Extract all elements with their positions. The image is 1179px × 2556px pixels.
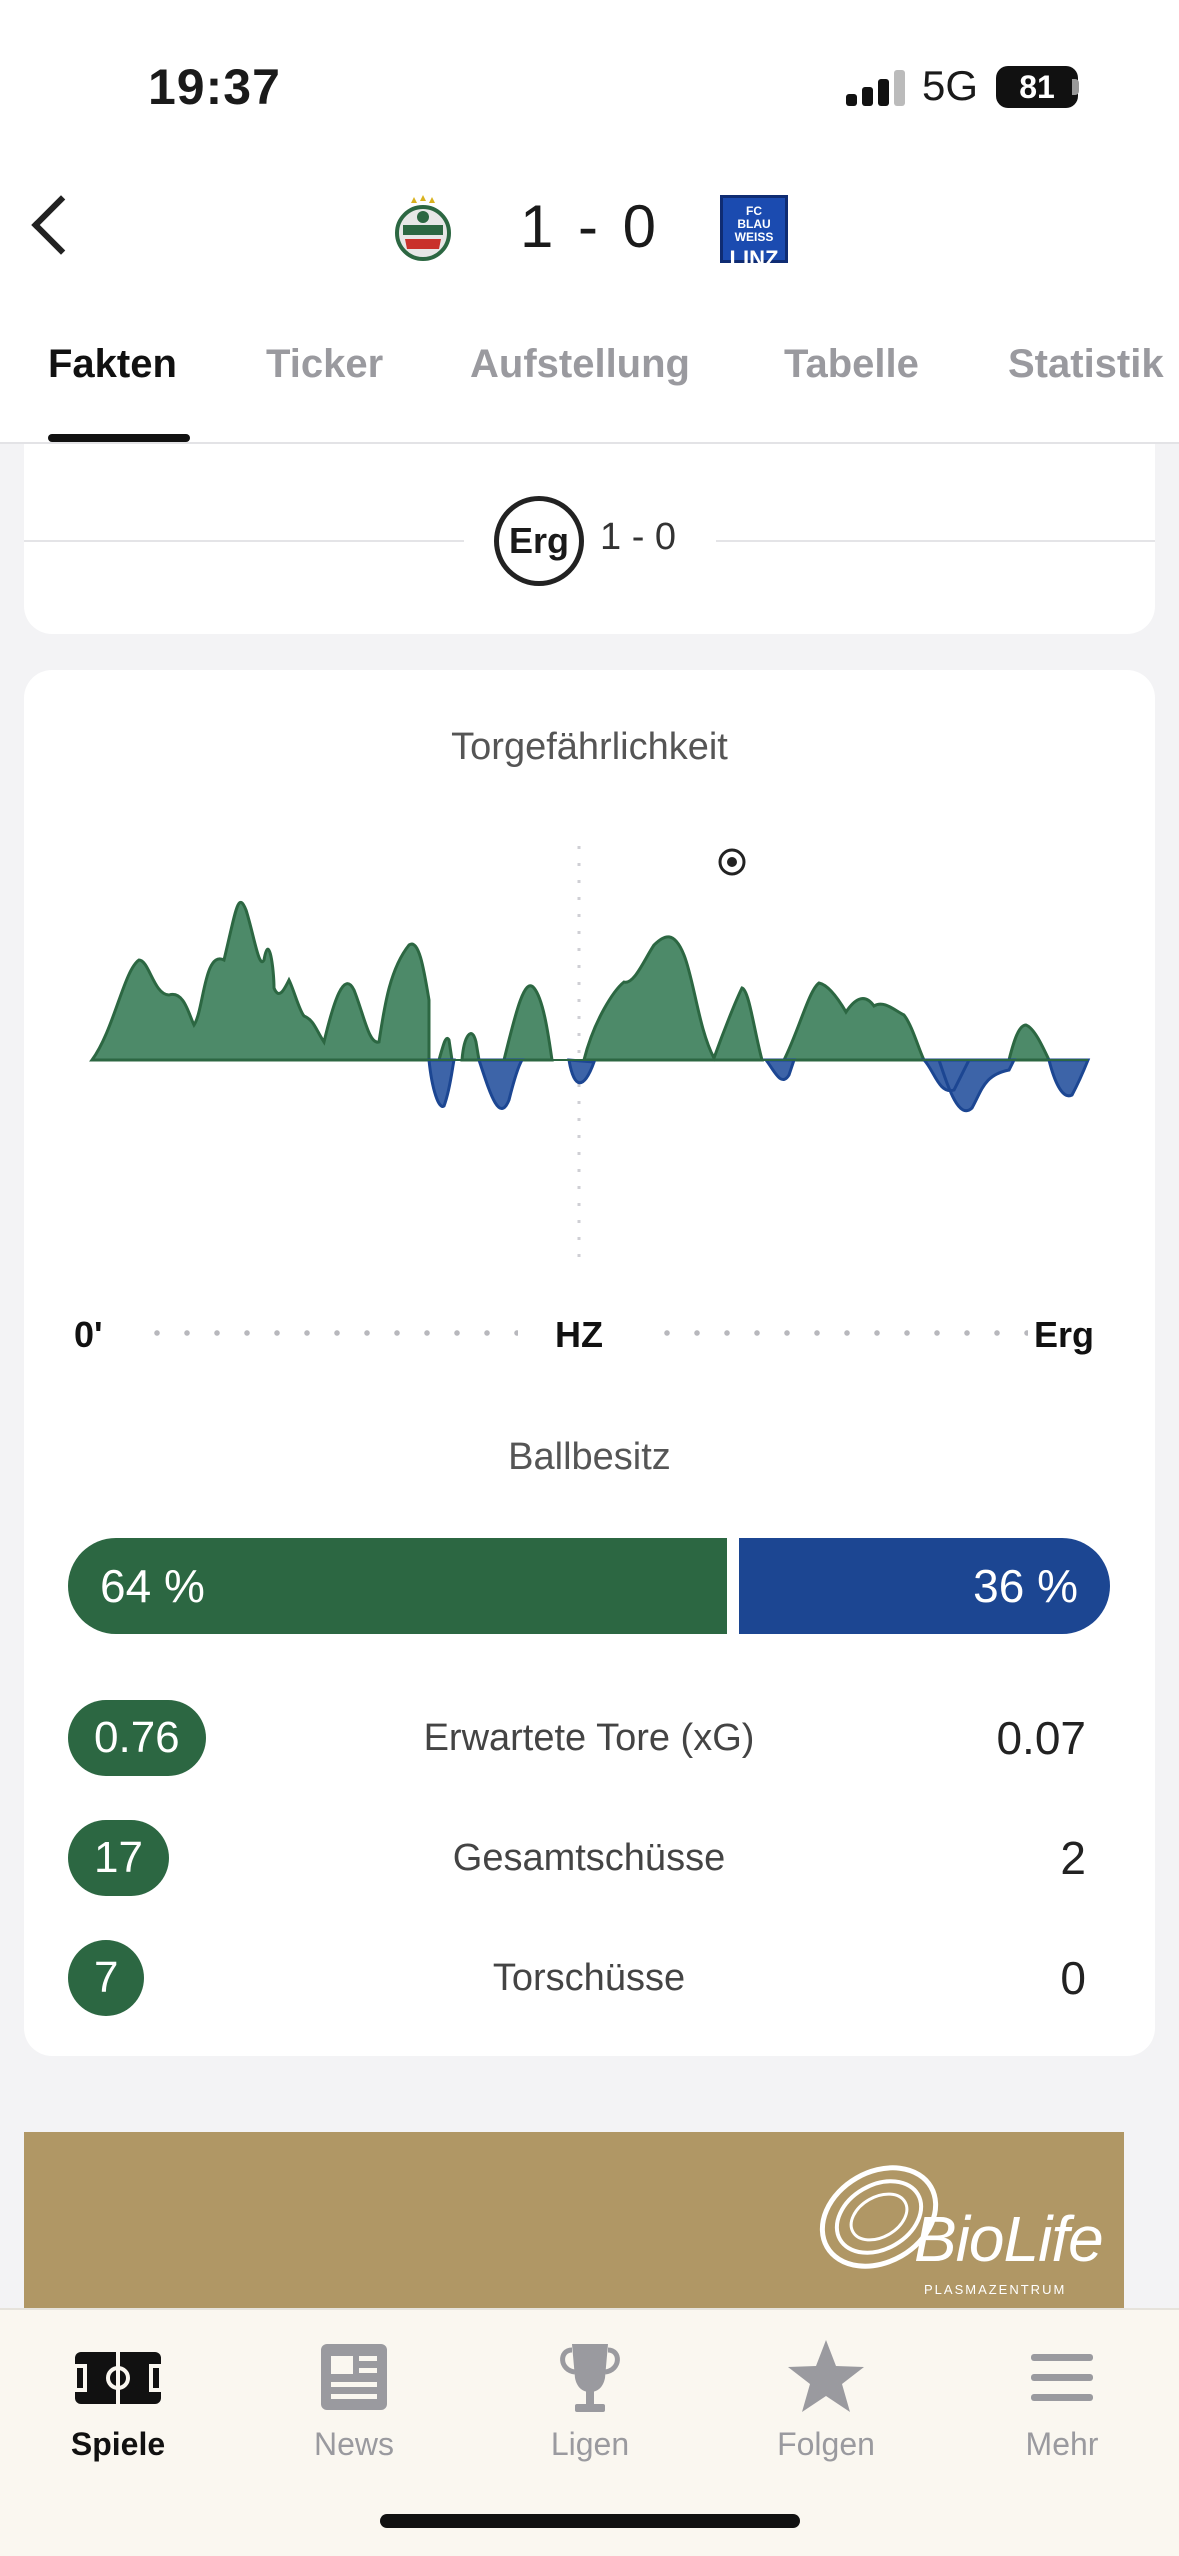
tab-tabelle[interactable]: Tabelle [784,342,919,386]
network-type: 5G [922,62,979,109]
timeline-dots [652,1330,1028,1336]
status-time: 19:37 [148,59,281,115]
tab-indicator [48,434,190,442]
ad-brand: BioLife [914,2203,1104,2275]
nav-spiele[interactable]: Spiele [0,2310,236,2470]
home-momentum-area [437,984,554,1062]
advertisement-banner[interactable]: BioLife PLASMAZENTRUM [24,2132,1124,2312]
tab-ticker[interactable]: Ticker [266,342,384,386]
stat-row-xg: Erwartete Tore (xG) 0.76 0.07 [68,1700,1110,1776]
back-button[interactable] [20,190,90,260]
news-icon [321,2344,387,2410]
away-team-crest[interactable]: FC BLAU WEISS LINZ [720,195,788,271]
ad-tagline: PLASMAZENTRUM [924,2282,1067,2297]
stat-home-value: 7 [68,1940,145,2016]
nav-folgen[interactable]: Folgen [708,2310,944,2470]
trophy-icon [560,2344,620,2412]
home-momentum-area [89,901,431,1062]
stat-label: Torschüsse [492,1957,686,1999]
match-score: 1 - 0 [519,193,661,260]
possession-home: 64 % [68,1538,727,1634]
tab-aufstellung[interactable]: Aufstellung [470,342,690,386]
home-team-crest[interactable] [393,195,453,265]
nav-label: Folgen [777,2426,875,2462]
stat-row-shots: Gesamtschüsse 17 2 [68,1820,1110,1896]
tab-fakten[interactable]: Fakten [48,342,177,386]
nav-news[interactable]: News [236,2310,472,2470]
result-card: Erg 1 - 0 [24,444,1155,634]
nav-label: Ligen [550,2426,630,2462]
home-momentum-area [582,935,1052,1062]
nav-label: Spiele [70,2426,166,2462]
momentum-chart [89,846,1091,1270]
header: 19:37 5G 81 1 - 0 FC BLAU WEISS LINZ Fakte… [0,0,1179,444]
menu-icon [1031,2354,1093,2401]
momentum-title: Torgefährlichkeit [451,726,728,768]
stat-away-value: 0.07 [996,1712,1086,1764]
away-momentum-area [427,1058,1091,1112]
stat-row-shots-on-target: Torschüsse 7 0 [68,1940,1110,2016]
battery-tip [1072,79,1079,95]
stat-home-value: 17 [68,1820,169,1896]
stat-home-value: 0.76 [68,1700,206,1776]
stat-label: Erwartete Tore (xG) [423,1717,755,1759]
stat-label: Gesamtschüsse [452,1837,726,1879]
timeline-dots [142,1330,518,1336]
tab-bar: Fakten Ticker Aufstellung Tabelle Statis… [0,330,1179,444]
tab-statistik[interactable]: Statistik [1008,342,1164,386]
nav-mehr[interactable]: Mehr [944,2310,1179,2470]
stat-away-value: 0 [1060,1952,1086,2004]
possession-title: Ballbesitz [508,1436,671,1478]
signal-icon [846,70,906,106]
divider [24,540,464,542]
battery-icon: 81 [996,66,1078,108]
star-icon [788,2340,864,2412]
nav-ligen[interactable]: Ligen [472,2310,708,2470]
home-indicator [380,2514,800,2528]
timeline-half-label: HZ [555,1314,603,1355]
divider [716,540,1155,542]
biolife-logo-icon [819,2165,939,2269]
stat-away-value: 2 [1060,1832,1086,1884]
possession-away: 36 % [739,1538,1110,1634]
goal-ball-icon [718,848,746,876]
result-score: 1 - 0 [600,516,677,558]
nav-label: News [313,2426,394,2462]
result-badge: Erg [494,496,584,586]
stats-card: Torgefährlichkeit 0' HZ Erg Ballbesitz 6… [24,670,1155,2056]
timeline-start-label: 0' [74,1314,103,1355]
possession-bar: 64 % 36 % [68,1538,1110,1634]
nav-label: Mehr [1025,2426,1099,2462]
pitch-icon [73,2352,163,2404]
timeline-end-label: Erg [1034,1314,1095,1355]
